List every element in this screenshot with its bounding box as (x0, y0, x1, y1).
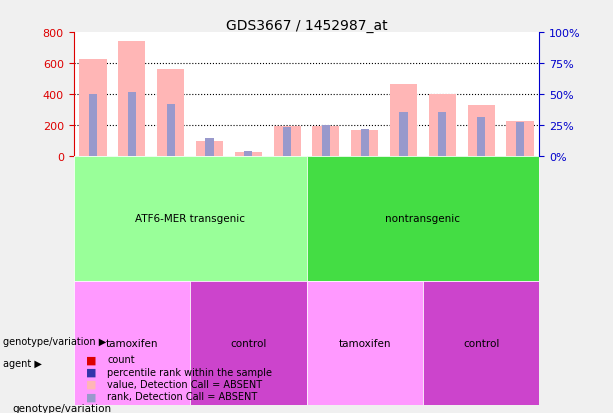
Text: control: control (230, 338, 267, 348)
Bar (429, 95, 456, 157)
Bar (118, 42, 145, 157)
Bar (477, 117, 485, 157)
Bar (167, 105, 175, 157)
Bar (80, 59, 107, 157)
Text: tamoxifen: tamoxifen (105, 338, 158, 348)
Bar (205, 138, 213, 157)
Bar (516, 122, 524, 157)
Bar (322, 126, 330, 157)
Bar (283, 127, 291, 157)
Text: agent ▶: agent ▶ (3, 358, 42, 368)
Bar (74, 281, 190, 405)
Text: ■: ■ (86, 354, 96, 364)
Text: tamoxifen: tamoxifen (338, 338, 391, 348)
Text: count: count (107, 354, 135, 364)
Text: nontransgenic: nontransgenic (386, 214, 460, 224)
Text: ■: ■ (86, 379, 96, 389)
Text: control: control (463, 338, 500, 348)
Bar (306, 281, 423, 405)
Bar (89, 95, 97, 157)
Bar (423, 281, 539, 405)
Text: genotype/variation: genotype/variation (12, 403, 112, 413)
Bar (157, 70, 185, 157)
Bar (235, 152, 262, 157)
Bar (506, 121, 534, 157)
Bar (351, 131, 378, 157)
Bar (128, 93, 136, 157)
Bar (390, 85, 417, 157)
Bar (313, 127, 340, 157)
Text: rank, Detection Call = ABSENT: rank, Detection Call = ABSENT (107, 392, 257, 401)
Bar (74, 157, 306, 281)
Bar (468, 106, 495, 157)
Bar (244, 152, 253, 157)
Bar (306, 157, 539, 281)
Text: ATF6-MER transgenic: ATF6-MER transgenic (135, 214, 245, 224)
Bar (273, 127, 301, 157)
Bar (360, 130, 369, 157)
Text: ■: ■ (86, 367, 96, 377)
Text: GDS3667 / 1452987_at: GDS3667 / 1452987_at (226, 19, 387, 33)
Text: ■: ■ (86, 392, 96, 401)
Text: percentile rank within the sample: percentile rank within the sample (107, 367, 272, 377)
Bar (196, 141, 223, 157)
Bar (438, 112, 446, 157)
Text: value, Detection Call = ABSENT: value, Detection Call = ABSENT (107, 379, 262, 389)
Bar (400, 112, 408, 157)
Text: genotype/variation ▶: genotype/variation ▶ (3, 336, 106, 346)
Bar (190, 281, 306, 405)
